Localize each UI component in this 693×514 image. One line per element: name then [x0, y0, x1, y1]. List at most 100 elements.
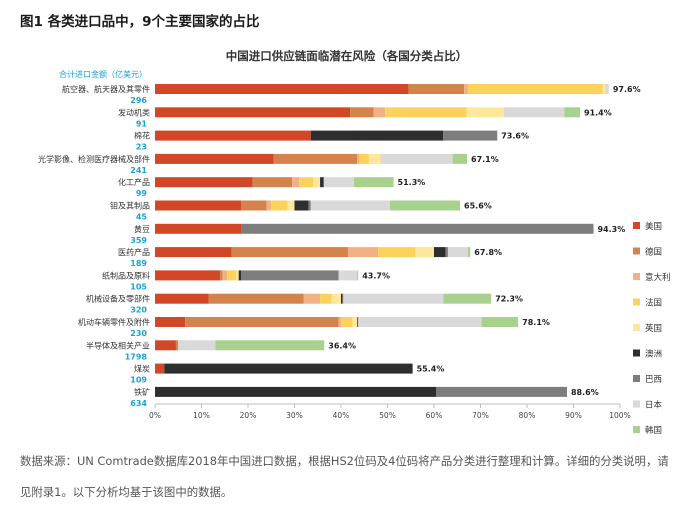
bar-segment-韩国 [354, 177, 394, 188]
bar-segment-美国 [155, 223, 242, 234]
bar-segment-德国 [241, 200, 267, 211]
category-label: 化工产品 [118, 177, 150, 187]
bar-segment-日本 [358, 317, 482, 327]
bar-segment-日本 [343, 293, 444, 304]
amount-label: 105 [130, 282, 147, 291]
bar-segment-巴西 [342, 293, 344, 304]
bar-segment-法国 [299, 177, 314, 188]
bar-segment-巴西 [241, 270, 339, 281]
category-label: 机动车辆零件及附件 [78, 317, 150, 327]
bar-segment-韩国 [389, 200, 461, 211]
bar-segment-韩国 [357, 270, 359, 281]
legend-swatch-韩国 [633, 426, 640, 433]
bar-segment-韩国 [215, 340, 325, 351]
bar-segment-意大利 [292, 177, 300, 188]
category-label: 机械设备及零部件 [86, 294, 150, 304]
bar-segment-巴西 [443, 130, 498, 141]
bar-segment-美国 [155, 293, 209, 304]
bar-segment-美国 [155, 363, 165, 374]
category-label: 半导体及相关产业 [86, 340, 150, 350]
x-tick-label: 0% [149, 411, 161, 420]
bar-segment-日本 [503, 107, 565, 118]
amount-label: 359 [130, 236, 147, 245]
bar-segment-德国 [185, 317, 339, 327]
bar-segment-英国 [415, 247, 434, 258]
bar-segment-澳洲 [294, 200, 309, 211]
bar-segment-日本 [447, 247, 468, 258]
bar-segment-美国 [155, 177, 253, 188]
category-label: 光学影像、检测医疗器械及部件 [38, 154, 150, 164]
bar-segment-意大利 [357, 153, 360, 164]
x-tick-label: 60% [426, 411, 443, 420]
amount-label: 241 [130, 166, 147, 175]
bar-segment-德国 [252, 177, 293, 188]
bar-segment-法国 [359, 153, 369, 164]
amount-label: 189 [130, 259, 147, 268]
total-label: 88.6% [571, 388, 599, 397]
bar-segment-巴西 [445, 247, 448, 258]
legend-label: 巴西 [645, 375, 662, 385]
bar-segment-美国 [155, 247, 232, 258]
bar-segment-日本 [323, 177, 355, 188]
bar-segment-意大利 [266, 200, 272, 211]
legend-label: 英国 [645, 323, 662, 334]
bar-segment-日本 [380, 153, 453, 164]
amount-label: 99 [136, 189, 148, 198]
bar-segment-美国 [155, 200, 242, 211]
amount-label: 1798 [125, 352, 148, 361]
total-label: 97.6% [613, 85, 641, 94]
x-tick-label: 20% [240, 411, 257, 420]
bar-segment-美国 [155, 130, 311, 141]
bar-segment-英国 [313, 177, 321, 188]
bar-segment-英国 [331, 293, 341, 304]
legend-label: 日本 [645, 400, 663, 411]
bar-segment-英国 [352, 317, 358, 327]
amount-label: 109 [130, 376, 147, 385]
legend-label: 意大利 [645, 272, 671, 283]
bar-segment-韩国 [443, 293, 492, 304]
category-label: 黄豆 [134, 224, 150, 234]
bar-segment-德国 [350, 107, 374, 118]
x-tick-label: 10% [193, 411, 210, 420]
bar-segment-日本 [605, 84, 609, 94]
total-label: 36.4% [328, 341, 356, 350]
x-tick-label: 80% [519, 411, 536, 420]
bar-segment-澳洲 [238, 270, 242, 281]
bar-segment-韩国 [452, 153, 468, 164]
bar-segment-德国 [273, 153, 358, 164]
amount-label: 23 [136, 143, 147, 152]
x-tick-label: 70% [472, 411, 489, 420]
total-label: 65.6% [464, 202, 492, 211]
chart-title: 中国进口供应链面临潜在风险（各国分类占比） [225, 49, 468, 63]
bar-segment-美国 [155, 317, 186, 327]
legend-label: 澳洲 [645, 349, 662, 360]
bar-segment-英国 [466, 107, 504, 118]
x-tick-label: 30% [286, 411, 303, 420]
amount-label: 320 [130, 306, 147, 315]
legend-label: 韩国 [645, 425, 662, 436]
bar-segment-韩国 [467, 247, 471, 258]
category-label: 纸制品及原料 [102, 270, 150, 280]
category-label: 医药产品 [118, 247, 150, 257]
bar-segment-法国 [467, 84, 603, 94]
amount-label: 91 [136, 119, 148, 128]
bar-segment-澳洲 [164, 363, 413, 374]
category-label: 钼及其制品 [110, 201, 150, 211]
bar-segment-法国 [378, 247, 416, 258]
total-label: 73.6% [501, 132, 529, 141]
category-label: 铁矿 [134, 387, 150, 397]
legend-swatch-德国 [633, 247, 640, 255]
bar-segment-法国 [341, 317, 353, 327]
total-label: 67.8% [474, 248, 502, 257]
bar-segment-巴西 [241, 223, 594, 234]
bar-segment-日本 [338, 270, 358, 281]
bar-segment-德国 [208, 293, 304, 304]
x-tick-label: 100% [609, 411, 630, 420]
x-tick-label: 50% [379, 411, 396, 420]
bar-segment-英国 [287, 200, 295, 211]
bar-segment-法国 [320, 293, 332, 304]
legend-swatch-美国 [633, 222, 640, 229]
bar-segment-日本 [178, 340, 216, 351]
legend-label: 法国 [645, 298, 662, 309]
bar-segment-德国 [220, 270, 223, 281]
